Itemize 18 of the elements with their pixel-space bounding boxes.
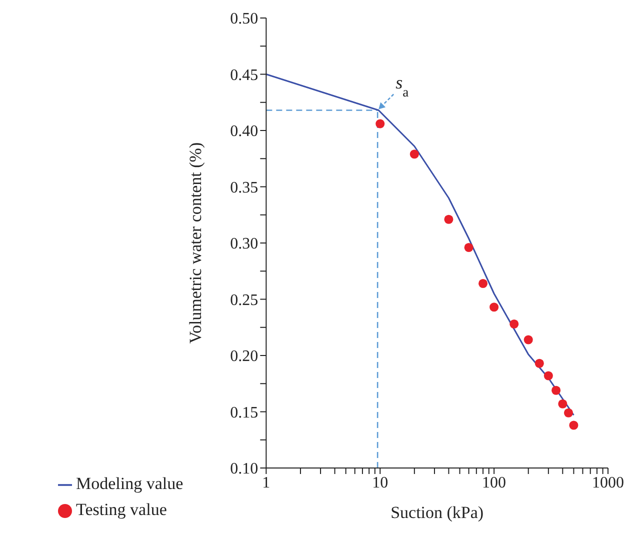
y-tick-label: 0.20	[230, 348, 258, 366]
x-tick-label: 10	[372, 474, 388, 492]
y-tick-label: 0.30	[230, 236, 258, 253]
annotation: s$_{a}$	[396, 72, 409, 99]
y-axis-title: Volumetric water content (%)	[186, 142, 206, 344]
x-tick-label: 1000	[592, 474, 624, 492]
y-tick-label: 0.45	[230, 66, 258, 84]
y-tick-label: 0.10	[230, 460, 258, 478]
y-tick-label: 0.40	[230, 123, 258, 140]
y-tick-label: 0.35	[230, 179, 258, 196]
legend-label: Modeling value	[76, 474, 184, 493]
legend-label: Testing value	[76, 500, 167, 519]
y-tick-label: 0.50	[230, 10, 258, 28]
x-tick-label: 1	[262, 474, 270, 492]
y-tick-label: 0.25	[230, 292, 258, 309]
x-axis-title: Suction (kPa)	[390, 503, 484, 522]
y-tick-label: 0.15	[230, 404, 258, 422]
x-tick-label: 100	[482, 474, 506, 492]
